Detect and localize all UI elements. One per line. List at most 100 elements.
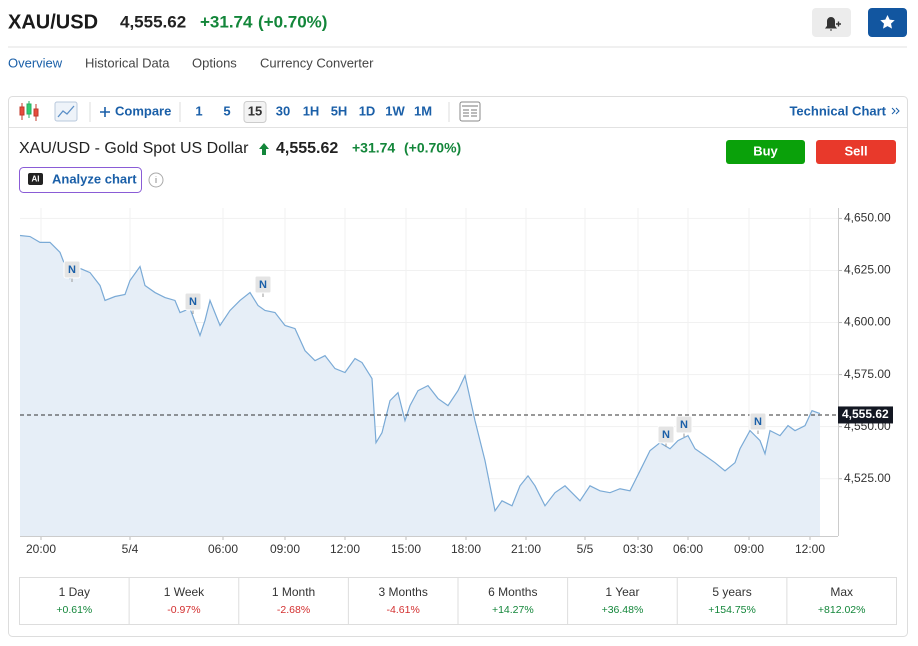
news-label: N: [662, 429, 670, 441]
buy-bg: [726, 140, 805, 164]
candle-icon[interactable]: [19, 101, 39, 121]
interval[interactable]: 1H: [303, 103, 320, 118]
news-marker[interactable]: [63, 260, 81, 279]
buy-button[interactable]: Buy: [726, 140, 805, 164]
period[interactable]: Max: [830, 585, 853, 599]
analyze-label: Analyze chart: [52, 171, 137, 186]
x-tick-label: 09:00: [270, 542, 300, 556]
icon-part: [19, 106, 25, 116]
news-label: N: [754, 416, 762, 428]
icon-part: [462, 105, 478, 117]
period[interactable]: 1 Year: [605, 585, 639, 599]
x-tick-label: 03:30: [623, 542, 653, 556]
news-marker[interactable]: [254, 275, 272, 294]
watchlist-button[interactable]: [868, 8, 907, 37]
interval[interactable]: 1: [195, 103, 202, 118]
period-change: +14.27%: [492, 604, 534, 616]
tab[interactable]: Options: [192, 55, 237, 70]
sell-label: Sell: [844, 143, 867, 158]
price: 4,555.62: [120, 12, 186, 31]
instrument-change-pct: (+0.70%): [404, 140, 461, 156]
instrument-name: XAU/USD - Gold Spot US Dollar: [19, 140, 249, 157]
plus-icon: [836, 21, 841, 27]
period-change: -2.68%: [277, 604, 310, 616]
y-tick-label: 4,525.00: [844, 471, 891, 485]
instrument-change: +31.74: [352, 140, 395, 156]
tab[interactable]: Currency Converter: [260, 55, 374, 70]
compare[interactable]: Compare: [115, 103, 171, 118]
x-tick-label: 09:00: [734, 542, 764, 556]
interval[interactable]: 1W: [385, 103, 405, 118]
interval[interactable]: 1M: [414, 103, 432, 118]
period-change: -4.61%: [387, 604, 420, 616]
last-price-box: [838, 406, 893, 424]
period-change: +36.48%: [602, 604, 644, 616]
news-marker[interactable]: [657, 425, 675, 444]
news-label: N: [680, 419, 688, 431]
icon-part: [26, 103, 32, 115]
x-tick-label: 06:00: [673, 542, 703, 556]
compare-plus: [100, 107, 110, 117]
tab[interactable]: Historical Data: [85, 55, 170, 70]
tab[interactable]: Overview: [8, 55, 63, 70]
alert-button[interactable]: [812, 8, 851, 37]
icon-part: [33, 108, 39, 117]
period[interactable]: 5 years: [712, 585, 751, 599]
period[interactable]: 1 Day: [59, 585, 90, 599]
chart-panel: [8, 96, 908, 637]
ai-badge: [28, 173, 43, 185]
info-icon[interactable]: [148, 172, 164, 188]
x-tick-label: 12:00: [795, 542, 825, 556]
y-tick-label: 4,600.00: [844, 315, 891, 329]
news-marker[interactable]: [675, 415, 693, 434]
icon-part: [57, 105, 75, 118]
period-change: +154.75%: [708, 604, 756, 616]
y-tick-label: 4,625.00: [844, 263, 891, 277]
icon-part: [54, 101, 78, 122]
period[interactable]: 1 Week: [164, 585, 205, 599]
period[interactable]: 3 Months: [379, 585, 428, 599]
period-change: +0.61%: [56, 604, 92, 616]
interval[interactable]: 1D: [359, 103, 376, 118]
news-marker[interactable]: [184, 292, 202, 311]
period-change: +812.02%: [818, 604, 866, 616]
change-pct: (+0.70%): [258, 12, 327, 31]
layout-icon[interactable]: [459, 101, 481, 122]
interval[interactable]: 5H: [331, 103, 348, 118]
news-label: N: [189, 296, 197, 308]
y-tick-label: 4,650.00: [844, 211, 891, 225]
x-tick-label: 12:00: [330, 542, 360, 556]
price-area: [20, 235, 820, 537]
period-change: -0.97%: [167, 604, 200, 616]
sell-button[interactable]: Sell: [816, 140, 896, 164]
last-price-label: 4,555.62: [842, 407, 889, 421]
up-arrow: [259, 143, 269, 155]
chevrons: [891, 107, 900, 115]
bell-icon: [825, 17, 837, 31]
x-tick-label: 20:00: [26, 542, 56, 556]
analyze-button[interactable]: AI Analyze chart: [19, 167, 142, 193]
area-icon[interactable]: [54, 101, 78, 122]
price-line: [19, 234, 821, 513]
ai-label: AI: [32, 175, 40, 184]
star-icon: [880, 15, 895, 29]
sell-bg: [816, 140, 896, 164]
news-label: N: [259, 279, 267, 291]
news-label: N: [68, 264, 76, 276]
x-tick-label: 18:00: [451, 542, 481, 556]
change: +31.74: [200, 12, 253, 31]
news-marker[interactable]: [749, 412, 767, 431]
interval[interactable]: 30: [276, 103, 290, 118]
y-tick-label: 4,575.00: [844, 367, 891, 381]
interval[interactable]: 5: [223, 103, 230, 118]
technical-chart[interactable]: Technical Chart: [789, 103, 886, 118]
x-tick-label: 06:00: [208, 542, 238, 556]
buy-label: Buy: [753, 143, 778, 158]
x-tick-label: 5/5: [577, 542, 594, 556]
period[interactable]: 6 Months: [488, 585, 537, 599]
period[interactable]: 1 Month: [272, 585, 315, 599]
interval[interactable]: 15: [248, 103, 262, 118]
x-tick-label: 5/4: [122, 542, 139, 556]
icon-part: [148, 172, 164, 188]
